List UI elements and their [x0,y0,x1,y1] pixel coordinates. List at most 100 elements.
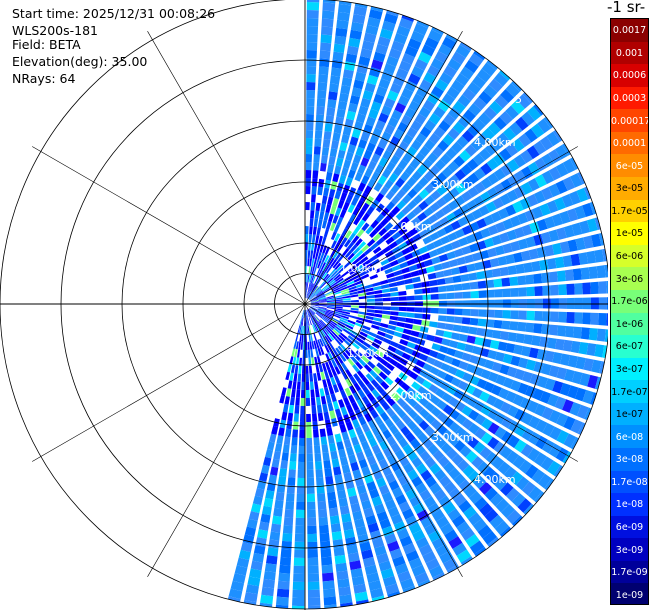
data-cell [360,440,370,451]
data-cell [390,306,399,311]
data-cell [320,395,327,405]
data-cell [285,371,291,381]
data-cell [478,553,494,568]
data-cell [309,218,314,227]
data-cell [414,152,426,164]
data-cell [410,438,421,450]
data-cell [426,92,440,105]
data-cell [322,0,337,4]
data-cell [489,339,500,350]
data-cell [528,83,543,99]
data-cell [276,596,289,606]
data-cell [334,308,343,311]
data-cell [305,325,307,334]
data-cell [466,158,479,171]
data-cell [476,133,489,146]
data-cell [567,355,578,368]
data-cell [350,307,359,311]
data-cell [461,317,471,325]
data-cell [312,315,319,323]
data-cell [388,241,398,250]
data-cell [540,496,555,512]
data-cell [361,222,370,232]
data-cell [326,304,335,307]
data-cell [513,185,526,199]
data-cell [402,403,413,414]
data-cell [264,563,277,573]
data-cell [548,365,560,378]
data-cell [373,313,383,318]
data-cell [300,405,305,414]
data-cell [478,112,492,126]
data-cell [455,413,467,425]
data-cell [378,157,389,168]
data-cell [312,365,316,374]
data-cell [309,226,313,235]
data-cell [371,209,380,219]
data-cell [580,267,590,280]
data-cell [465,363,476,374]
range-ring-label: 3.00km [432,431,474,444]
data-cell [395,177,405,188]
data-cell [458,237,469,247]
data-cell [458,479,472,492]
data-cell [387,277,397,283]
data-cell [389,340,399,348]
data-cell [282,532,293,542]
data-cell [575,237,586,251]
data-cell [401,352,411,361]
data-cell [298,365,302,374]
data-cell [258,472,268,482]
data-cell [346,280,355,286]
data-cell [388,172,399,183]
data-cell [347,265,356,273]
data-cell [501,277,511,287]
data-cell [373,182,383,192]
data-cell [339,353,347,362]
data-cell [317,492,326,502]
data-cell [544,350,555,363]
data-cell [494,477,508,491]
data-cell [462,308,471,316]
data-cell [430,395,441,406]
data-cell [308,282,311,291]
data-cell [322,245,328,254]
data-cell [418,353,429,362]
data-cell [328,321,337,328]
data-cell [467,124,481,137]
data-cell [525,464,539,479]
colorbar-level: 1e-09 [611,583,648,604]
data-cell [263,497,274,508]
data-cell [306,90,316,99]
data-cell [368,270,377,277]
data-cell [353,277,362,283]
data-cell [381,525,395,537]
data-cell [461,431,473,444]
data-cell [380,318,390,324]
data-cell [311,234,316,243]
data-cell [596,328,606,342]
data-cell [232,572,246,584]
data-cell [506,509,521,525]
data-cell [263,570,276,581]
data-cell [349,29,363,40]
data-cell [334,366,341,375]
data-cell [499,331,510,341]
data-cell [322,580,335,590]
data-cell [579,220,591,234]
data-cell [427,152,439,164]
data-cell [473,476,487,490]
data-cell [305,341,308,350]
data-cell [542,422,555,437]
data-cell [559,382,571,397]
data-cell [385,407,396,418]
data-cell [308,325,312,334]
colorbar-level: 3e-07 [611,357,648,381]
data-cell [345,194,354,204]
data-cell [445,315,455,323]
data-cell [582,282,591,295]
data-cell [566,297,575,309]
data-cell [381,465,393,477]
data-cell [313,340,317,349]
data-cell [352,469,362,480]
